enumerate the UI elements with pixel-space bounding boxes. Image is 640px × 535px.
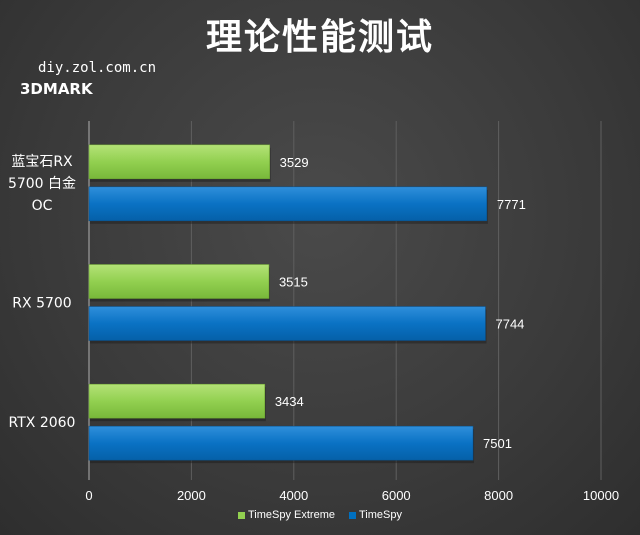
data-label: 7744 <box>495 317 524 332</box>
watermark-text: diy.zol.com.cn <box>38 60 157 76</box>
data-label: 3434 <box>275 394 304 409</box>
data-label: 3515 <box>279 275 308 290</box>
benchmark-label: 3DMARK <box>20 80 93 98</box>
bar-timespy <box>88 425 474 461</box>
category-label: 蓝宝石RX <box>11 154 73 170</box>
x-tick-label: 4000 <box>279 488 308 503</box>
bar-timespy-extreme <box>88 264 270 299</box>
x-tick-label: 10000 <box>583 488 619 503</box>
chart-title: 理论性能测试 <box>205 17 434 58</box>
data-label: 3529 <box>280 155 309 170</box>
data-label: 7501 <box>483 436 512 451</box>
category-label: RTX 2060 <box>9 415 76 431</box>
bar-timespy-extreme <box>88 383 266 419</box>
category-label: OC <box>32 198 53 214</box>
legend-swatch <box>237 511 245 519</box>
legend-swatch <box>349 511 356 519</box>
x-tick-label: 2000 <box>177 488 206 503</box>
x-tick-label: 0 <box>85 488 92 503</box>
x-tick-label: 6000 <box>382 488 411 503</box>
bar-timespy <box>88 306 486 341</box>
x-tick-label: 8000 <box>484 488 513 503</box>
category-label: 5700 白金 <box>8 176 76 192</box>
legend-label: TimeSpy Extreme <box>247 509 335 521</box>
bar-timespy-extreme <box>88 144 270 180</box>
legend-item: TimeSpy <box>349 509 402 521</box>
category-label: RX 5700 <box>12 296 71 312</box>
legend-item: TimeSpy Extreme <box>237 509 335 521</box>
data-label: 7771 <box>497 197 526 212</box>
legend-label: TimeSpy <box>359 509 402 521</box>
legend: TimeSpy Extreme TimeSpy <box>0 509 640 521</box>
bar-timespy <box>88 186 488 222</box>
